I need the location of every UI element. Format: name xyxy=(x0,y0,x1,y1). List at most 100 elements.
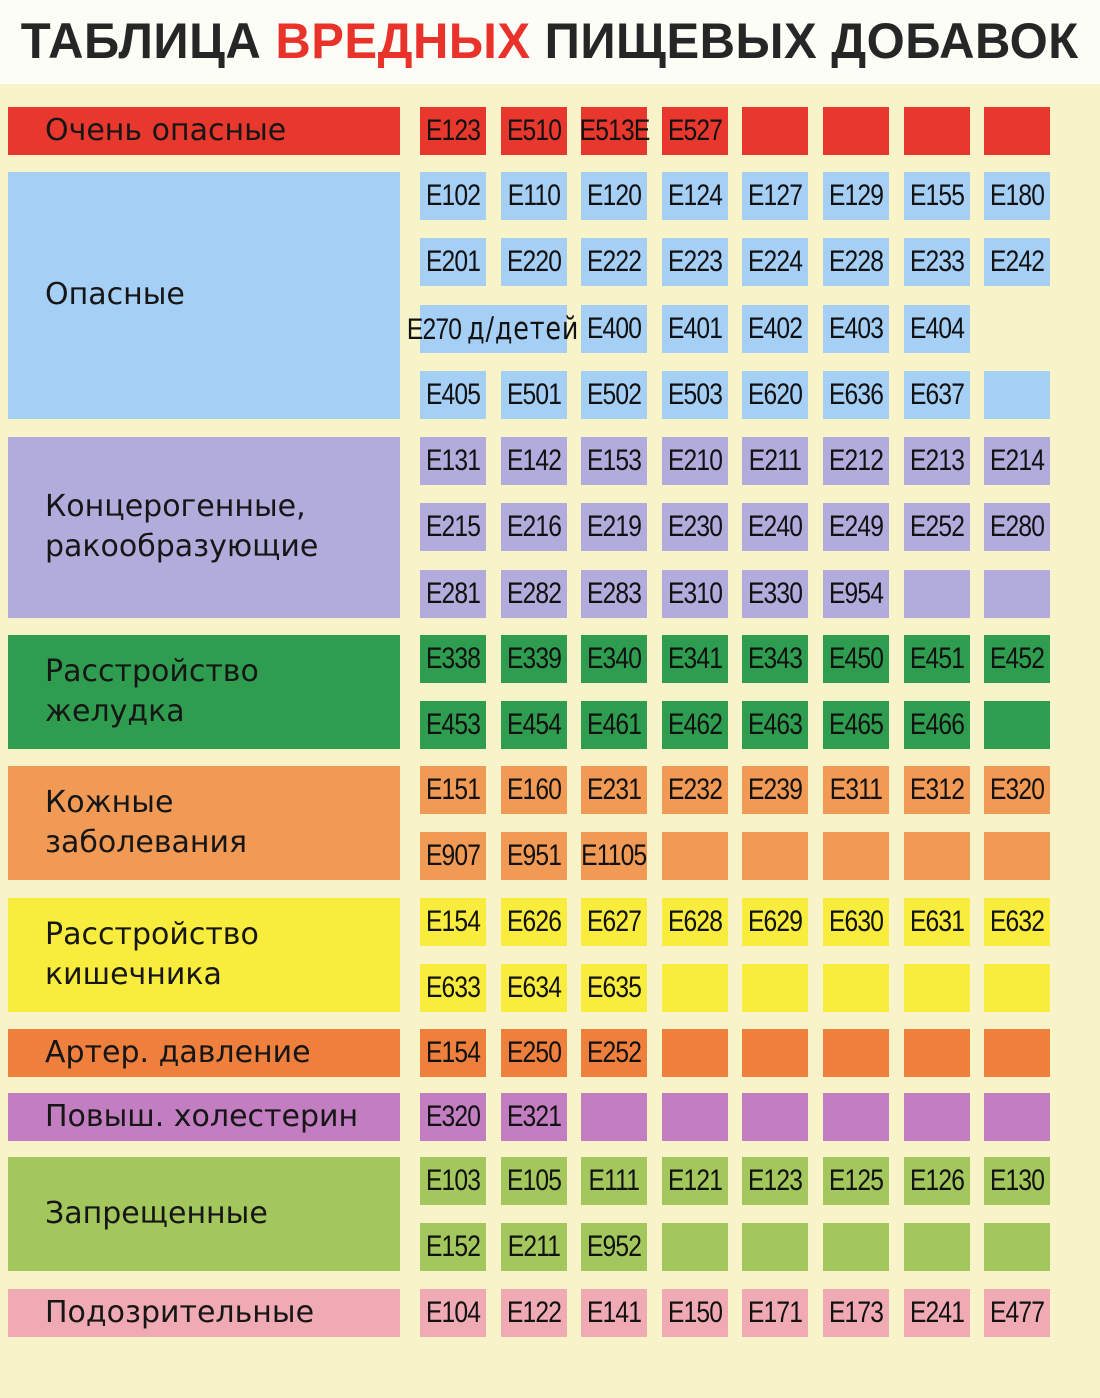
additive-code: E501 xyxy=(506,377,562,411)
category-label: Подозрительные xyxy=(8,1289,400,1337)
empty-cell xyxy=(903,1223,970,1272)
additive-code: E239 xyxy=(748,773,803,806)
additive-cell: E404 xyxy=(903,304,970,353)
empty-cell xyxy=(823,832,889,881)
additive-code: E632 xyxy=(990,905,1045,938)
category-label-text: Подозрительные xyxy=(45,1295,315,1330)
additive-code: E454 xyxy=(506,708,562,742)
page-title: ТАБЛИЦА ВРЕДНЫХ ПИЩЕВЫХ ДОБАВОК xyxy=(21,12,1079,70)
additive-cell: E450 xyxy=(823,635,889,683)
additive-cell: E131 xyxy=(420,437,486,485)
additive-cell: E211 xyxy=(742,437,809,485)
additive-code: E231 xyxy=(587,773,642,806)
additive-cell: E151 xyxy=(420,766,486,814)
additive-cell: E952 xyxy=(581,1223,648,1272)
additive-cell: E633 xyxy=(420,964,486,1013)
additive-cell: E631 xyxy=(903,898,970,946)
additive-cell: E121 xyxy=(661,1157,728,1205)
additive-cell: E252 xyxy=(581,1029,648,1077)
additive-cell: E173 xyxy=(823,1289,889,1337)
additive-cell: E252 xyxy=(903,503,970,552)
additive-code: E220 xyxy=(506,245,562,279)
additive-cell: E224 xyxy=(742,238,809,287)
empty-cell xyxy=(661,1029,728,1077)
empty-cell xyxy=(823,1093,889,1141)
empty-cell xyxy=(903,1029,970,1077)
empty-cell xyxy=(661,832,728,881)
empty-cell xyxy=(823,107,889,155)
title-part1: ТАБЛИЦА xyxy=(21,13,262,69)
additive-cell: E321 xyxy=(500,1093,567,1141)
additive-code: E312 xyxy=(909,773,965,806)
additive-code: E620 xyxy=(748,377,803,411)
additive-cell: E213 xyxy=(903,437,970,485)
additive-code: E907 xyxy=(425,839,481,873)
additive-code: E403 xyxy=(828,311,884,345)
category-label-text: Артер. давление xyxy=(45,1035,311,1070)
additive-cell: E463 xyxy=(742,701,809,750)
additive-cell: E153 xyxy=(581,437,648,485)
additive-cell: E283 xyxy=(581,569,648,618)
additive-code: E125 xyxy=(828,1164,884,1197)
additive-code: E201 xyxy=(425,245,481,279)
additive-code: E952 xyxy=(587,1230,642,1264)
additive-code: E450 xyxy=(828,642,884,675)
additive-code: E127 xyxy=(748,179,803,212)
additive-code: E461 xyxy=(587,708,642,742)
additive-cell: E951 xyxy=(500,832,567,881)
additive-code: E636 xyxy=(828,377,884,411)
additive-cell: E626 xyxy=(500,898,567,946)
additive-cell: E477 xyxy=(984,1289,1051,1337)
additive-code: E466 xyxy=(909,708,965,742)
empty-cell xyxy=(661,964,728,1013)
empty-cell xyxy=(742,1223,809,1272)
empty-cell xyxy=(742,107,809,155)
additive-code: E626 xyxy=(506,905,562,938)
additive-code: E341 xyxy=(667,642,723,675)
additive-cell: E310 xyxy=(661,569,728,618)
additive-code: E155 xyxy=(909,179,965,212)
empty-cell xyxy=(984,107,1051,155)
additive-cell: E155 xyxy=(903,172,970,220)
additive-cell: E402 xyxy=(742,304,809,353)
additive-cell: E126 xyxy=(903,1157,970,1205)
empty-cell xyxy=(984,1223,1051,1272)
additive-cell: E270 д/детей xyxy=(407,304,579,353)
empty-cell xyxy=(823,964,889,1013)
category-label: Запрещенные xyxy=(8,1157,400,1272)
additive-code: E224 xyxy=(748,245,803,279)
empty-cell xyxy=(903,964,970,1013)
additive-code: E130 xyxy=(990,1164,1045,1197)
additive-cell: E401 xyxy=(661,304,728,353)
empty-cell xyxy=(984,832,1051,881)
empty-cell xyxy=(984,701,1051,750)
additive-code: E216 xyxy=(506,510,562,544)
empty-cell xyxy=(984,1093,1051,1141)
additive-cell: E249 xyxy=(823,503,889,552)
additive-code: E462 xyxy=(667,708,723,742)
title-part2: ПИЩЕВЫХ ДОБАВОК xyxy=(544,13,1079,69)
additive-code: E404 xyxy=(909,311,965,345)
additive-cell: E907 xyxy=(420,832,486,881)
additive-cell: E620 xyxy=(742,370,809,419)
additive-cell: E466 xyxy=(903,701,970,750)
additive-code: E628 xyxy=(667,905,723,938)
additive-code: E150 xyxy=(667,1296,723,1329)
additive-code: E635 xyxy=(587,971,642,1005)
additive-cell: E103 xyxy=(420,1157,486,1205)
additive-code: E633 xyxy=(425,971,481,1005)
additive-code: E110 xyxy=(507,179,560,212)
additive-cell: E240 xyxy=(742,503,809,552)
additive-cell: E219 xyxy=(581,503,648,552)
additive-code: E211 xyxy=(749,444,802,477)
additive-code: E634 xyxy=(506,971,562,1005)
additive-cell: E465 xyxy=(823,701,889,750)
category-label: Расстройство кишечника xyxy=(8,898,400,1013)
additive-cell: E341 xyxy=(661,635,728,683)
additive-code: E463 xyxy=(748,708,803,742)
additive-code: E340 xyxy=(587,642,642,675)
additive-cell: E232 xyxy=(661,766,728,814)
category-label-text: Очень опасные xyxy=(45,113,287,148)
additive-cell: E637 xyxy=(903,370,970,419)
additive-code: E154 xyxy=(425,905,481,938)
